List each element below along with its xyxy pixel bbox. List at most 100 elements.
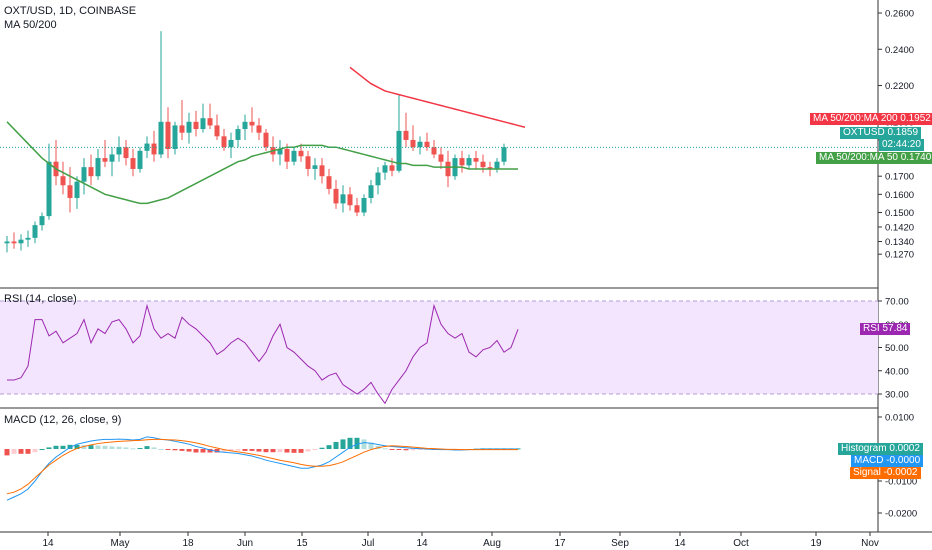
candle-body [165, 121, 171, 150]
price-axis-label: 0.2400 [885, 45, 914, 56]
macd-histogram-bar [102, 445, 108, 449]
candle-body [403, 130, 409, 140]
macd-histogram-bar [305, 449, 311, 452]
oxtusd-tag: OXTUSD 0.1859 [840, 127, 922, 139]
candle-body [291, 150, 297, 162]
macd-histogram-bar [172, 449, 178, 451]
time-axis-label: Oct [733, 538, 749, 549]
time-axis-label: 18 [182, 538, 194, 549]
macd-histogram-bar [263, 449, 269, 453]
time-axis-label: May [111, 538, 130, 549]
macd-histogram-bar [88, 445, 94, 449]
candle-body [438, 154, 444, 162]
time-axis-label: 19 [810, 538, 822, 549]
macd-histogram-bar [137, 448, 143, 450]
macd-histogram-bar [242, 449, 248, 451]
macd-histogram-bar [151, 447, 157, 449]
macd-histogram-bar [32, 449, 38, 453]
candle-body [172, 125, 178, 150]
candle-body [354, 205, 360, 213]
time-axis-label: 17 [554, 538, 566, 549]
candle-body [186, 121, 192, 133]
time-axis-label: 14 [42, 538, 54, 549]
macd-histogram-bar [18, 449, 24, 454]
macd-histogram-bar [207, 449, 213, 453]
macd-histogram-bar [81, 445, 87, 449]
rsi-tag: RSI 57.84 [860, 323, 911, 335]
macd-histogram-bar [235, 449, 241, 451]
rsi-axis-label: 70.00 [885, 297, 909, 308]
candle-body [130, 158, 136, 169]
candle-body [389, 165, 395, 171]
candle-body [298, 150, 304, 157]
macd-histogram-bar [249, 449, 255, 451]
macd-histogram-bar [158, 449, 164, 450]
candle-body [445, 161, 451, 177]
candle-body [424, 141, 430, 148]
candle-body [11, 241, 17, 244]
macd-histogram-bar [123, 447, 129, 449]
macd-histogram-bar [354, 437, 360, 449]
time-axis-label: 14 [674, 538, 686, 549]
rsi-axis-label: 30.00 [885, 390, 909, 401]
candle-body [18, 239, 24, 244]
rsi-study-title: RSI (14, close) [4, 293, 77, 305]
candle-body [277, 149, 283, 155]
candle-body [501, 147, 507, 162]
candle-body [137, 150, 143, 169]
candle-body [151, 143, 157, 155]
candle-body [305, 156, 311, 169]
macd-histogram-bar [46, 447, 52, 449]
macd-histogram-bar [389, 449, 395, 450]
candle-body [116, 147, 122, 155]
macd-histogram-bar [319, 447, 325, 449]
candle-body [368, 185, 374, 198]
candle-body [179, 125, 185, 133]
candle-body [333, 188, 339, 204]
candle-body [347, 194, 353, 206]
candle-body [221, 136, 227, 148]
rsi-axis-label: 40.00 [885, 366, 909, 377]
countdown-tag: 02:44:20 [879, 139, 924, 151]
candle-body [249, 121, 255, 126]
candle-body [382, 165, 388, 173]
macd-histogram-bar [109, 446, 115, 449]
macd-histogram-bar [39, 449, 45, 450]
macd-histogram-bar [179, 449, 185, 451]
macd-histogram-bar [116, 446, 122, 449]
candle-body [158, 121, 164, 155]
macd-histogram-bar [4, 449, 10, 456]
price-axis-label: 0.2600 [885, 9, 914, 20]
ma50-line [6, 121, 518, 205]
candle-body [459, 158, 465, 166]
ma-study-title: MA 50/200 [4, 19, 57, 31]
macd-histogram-bar [25, 449, 31, 454]
price-axis-label: 0.1270 [885, 250, 914, 261]
macd-histogram-bar [221, 449, 227, 452]
histogram-tag: Histogram 0.0002 [838, 443, 923, 455]
candle-body [319, 165, 325, 177]
candle-body [193, 121, 199, 130]
candle-body [32, 225, 38, 238]
ma200-line [349, 66, 526, 128]
macd-histogram-bar [333, 441, 339, 449]
price-axis-label: 0.1500 [885, 208, 914, 219]
candle-body [67, 185, 73, 198]
candle-body [109, 154, 115, 162]
candle-body [284, 149, 290, 162]
candle-body [340, 194, 346, 204]
ma50-tag: MA 50/200:MA 50 0.1740 [816, 152, 932, 164]
macd-histogram-bar [53, 445, 59, 449]
macd-histogram-bar [95, 445, 101, 449]
macd-tag: MACD -0.0000 [851, 455, 924, 467]
candle-body [214, 125, 220, 137]
rsi-band [0, 301, 878, 394]
candle-body [123, 147, 129, 159]
signal-tag: Signal -0.0002 [850, 467, 921, 479]
price-axis-label: 0.1340 [885, 237, 914, 248]
macd-histogram-bar [270, 449, 276, 453]
candle-body [228, 139, 234, 148]
candle-body [480, 161, 486, 168]
candle-body [95, 158, 101, 177]
